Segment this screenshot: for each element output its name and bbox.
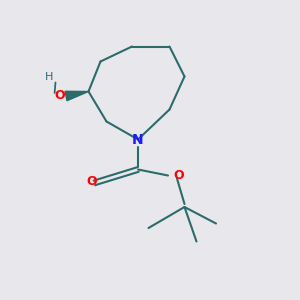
Text: O: O xyxy=(55,89,65,103)
Text: N: N xyxy=(132,133,144,146)
Polygon shape xyxy=(65,91,88,101)
Text: H: H xyxy=(45,71,54,82)
Text: O: O xyxy=(173,169,184,182)
Text: O: O xyxy=(86,175,97,188)
